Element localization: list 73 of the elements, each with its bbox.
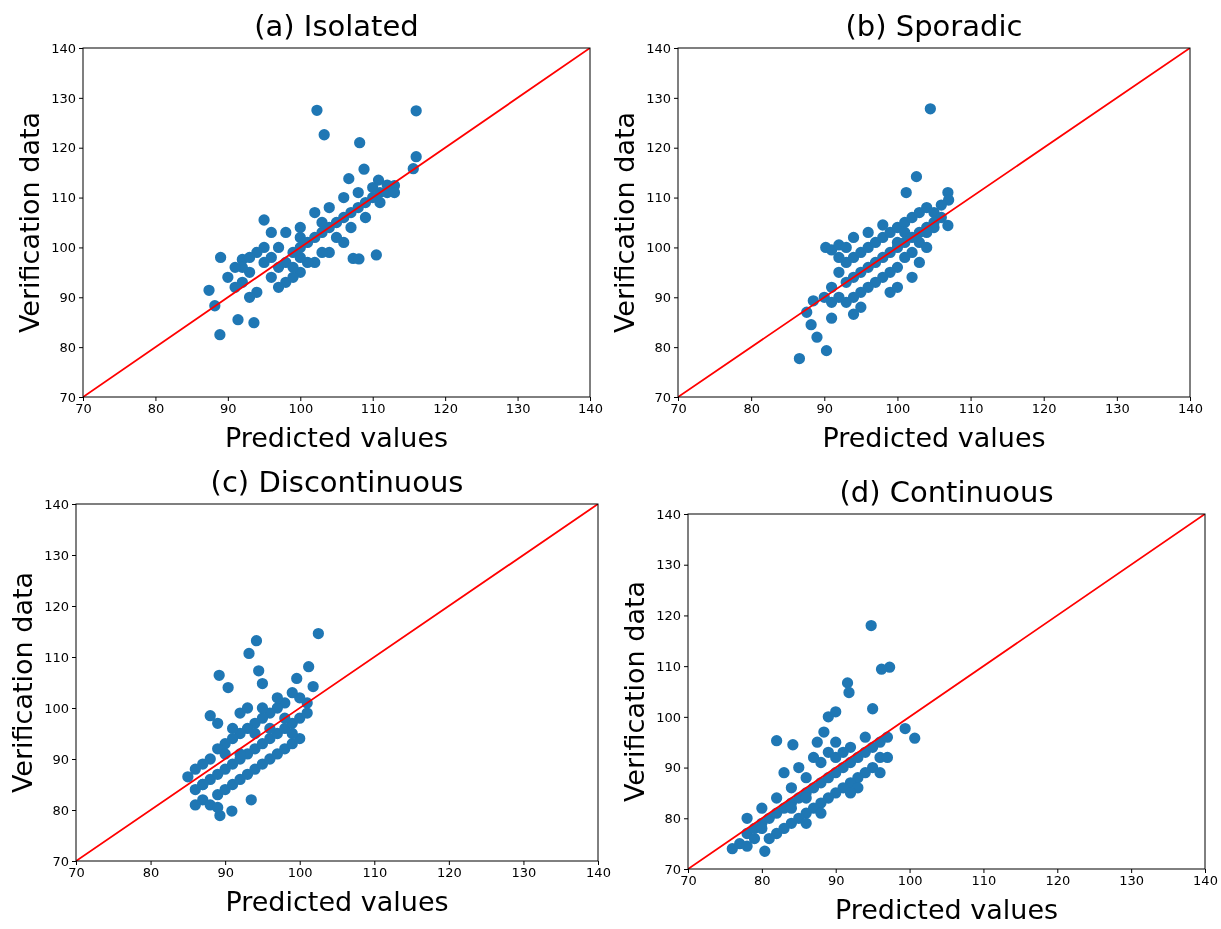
x-tick-label: 100 [897,873,923,889]
y-tick-label: 130 [646,90,671,106]
x-tick-label: 120 [433,401,459,417]
y-tick-label: 80 [52,802,69,818]
x-tick-label: 90 [217,865,234,881]
y-axis-title: Verification data [14,111,45,334]
x-tick-label: 70 [75,401,92,417]
x-tick-label: 80 [743,401,760,417]
x-tick-label: 70 [680,873,697,889]
x-tick-label: 100 [885,401,911,417]
y-tick-label: 100 [51,240,76,256]
y-tick-label: 80 [664,810,681,826]
chart-title: (b) Sporadic [845,9,1023,43]
y-tick-label: 130 [51,90,76,106]
y-tick-label: 110 [51,190,76,206]
y-tick-label: 140 [656,506,681,522]
x-tick-label: 120 [436,865,462,881]
x-tick-label: 120 [1031,401,1057,417]
y-tick-label: 70 [52,853,69,869]
y-tick-label: 70 [654,389,671,405]
y-axis-title: Verification data [619,580,650,803]
chart-title: (d) Continuous [839,475,1054,509]
x-tick-label: 100 [287,865,313,881]
x-tick-label: 80 [147,401,165,417]
y-tick-label: 100 [44,700,69,716]
chart-title: (a) Isolated [254,9,419,43]
y-tick-label: 100 [656,709,681,725]
x-tick-label: 130 [1104,401,1130,417]
x-tick-label: 110 [360,401,386,417]
y-tick-label: 90 [654,289,671,305]
y-axis-title: Verification data [7,571,38,794]
x-axis-title: Predicted values [224,422,449,453]
y-tick-label: 80 [59,339,76,355]
y-tick-label: 90 [52,751,69,767]
y-tick-label: 100 [646,240,671,256]
y-tick-label: 110 [44,649,69,665]
x-tick-label: 130 [511,865,537,881]
x-tick-label: 120 [1045,873,1071,889]
y-tick-label: 130 [656,557,681,573]
y-tick-label: 130 [44,547,69,563]
x-tick-label: 110 [362,865,388,881]
x-tick-label: 100 [288,401,314,417]
x-tick-label: 140 [1193,873,1218,889]
y-tick-label: 110 [646,190,671,206]
x-tick-label: 130 [505,401,531,417]
x-tick-label: 90 [220,401,237,417]
x-axis-title: Predicted values [834,894,1059,925]
y-tick-label: 120 [51,140,76,156]
y-tick-label: 120 [656,608,681,624]
x-tick-label: 130 [1119,873,1145,889]
y-tick-label: 90 [59,289,76,305]
y-tick-label: 80 [654,339,671,355]
y-axis-title: Verification data [609,111,640,334]
x-tick-label: 140 [578,401,603,417]
x-tick-label: 90 [816,401,834,417]
x-tick-label: 90 [827,873,845,889]
y-tick-label: 140 [44,496,69,512]
y-tick-label: 90 [664,760,681,776]
y-tick-label: 140 [646,40,671,56]
x-tick-label: 140 [1178,401,1203,417]
y-tick-label: 120 [646,140,671,156]
chart-title: (c) Discontinuous [210,465,464,499]
y-tick-label: 70 [59,389,76,405]
y-tick-label: 120 [44,598,69,614]
x-tick-label: 80 [754,873,771,889]
x-tick-label: 80 [142,865,160,881]
y-tick-label: 140 [51,40,76,56]
x-tick-label: 110 [971,873,997,889]
x-tick-label: 140 [586,865,611,881]
x-axis-title: Predicted values [225,886,449,917]
y-tick-label: 110 [656,658,681,674]
x-axis-title: Predicted values [822,422,1046,453]
x-tick-label: 110 [958,401,984,417]
